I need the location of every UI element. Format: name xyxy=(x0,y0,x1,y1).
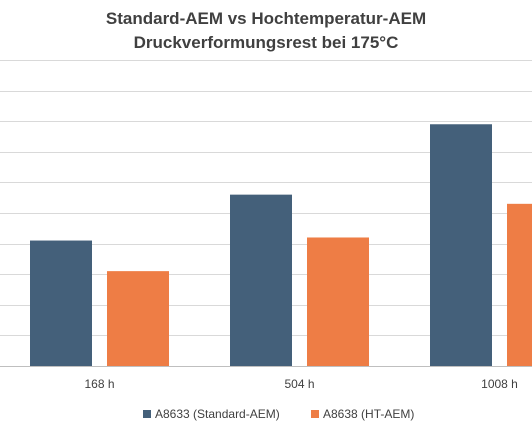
bar-standard-aem-0 xyxy=(30,240,92,366)
legend-label-1: A8638 (HT-AEM) xyxy=(323,407,414,421)
bar-ht-aem-1 xyxy=(307,237,369,366)
bar-standard-aem-1 xyxy=(230,194,292,366)
bar-ht-aem-0 xyxy=(107,271,169,366)
x-tick-label: 168 h xyxy=(84,377,114,391)
bars xyxy=(30,124,532,366)
legend-swatch-1 xyxy=(311,410,319,418)
bar-standard-aem-2 xyxy=(430,124,492,366)
x-tick-label: 504 h xyxy=(284,377,314,391)
chart-title-line-1: Standard-AEM vs Hochtemperatur-AEM xyxy=(106,9,426,28)
x-tick-label: 1008 h xyxy=(481,377,518,391)
x-axis-ticks: 168 h 504 h 1008 h xyxy=(84,377,517,391)
chart-title-line-2: Druckverformungsrest bei 175°C xyxy=(134,33,399,52)
legend-swatch-0 xyxy=(143,410,151,418)
legend: A8633 (Standard-AEM) A8638 (HT-AEM) xyxy=(143,407,414,421)
legend-label-0: A8633 (Standard-AEM) xyxy=(155,407,280,421)
bar-ht-aem-2 xyxy=(507,203,532,366)
